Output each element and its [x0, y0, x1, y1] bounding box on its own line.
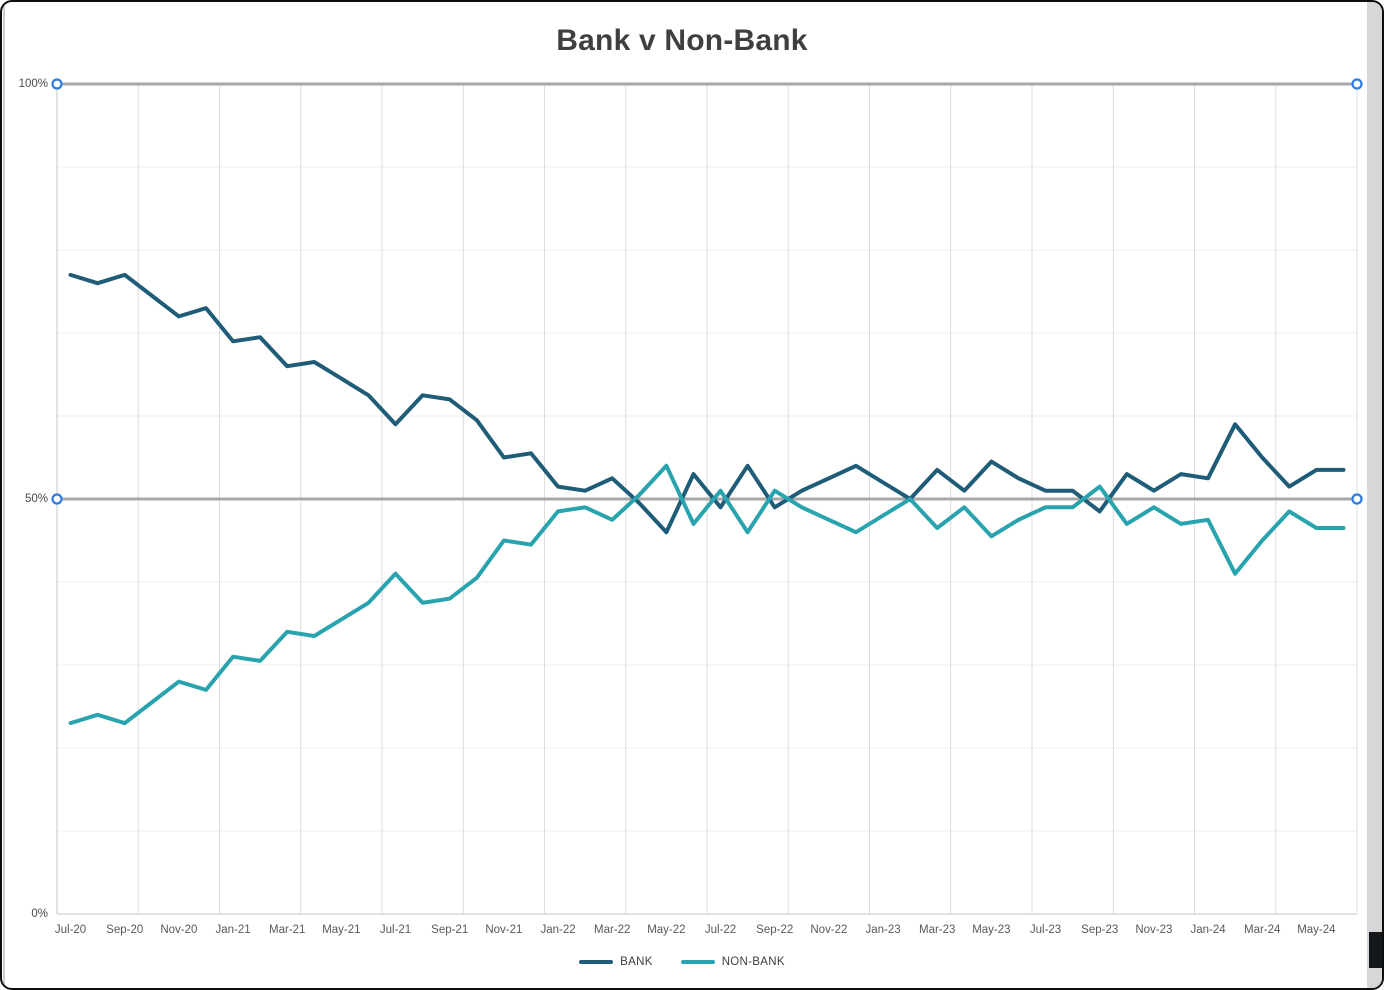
- selection-handle[interactable]: [51, 78, 63, 90]
- x-axis-tick-label: May-24: [1297, 924, 1336, 936]
- window-left-edge: [3, 2, 5, 988]
- x-axis-tick-label: Mar-24: [1243, 924, 1281, 936]
- x-axis-tick-label: May-22: [647, 924, 686, 936]
- x-axis-tick-label: Jan-22: [540, 924, 576, 936]
- x-axis-tick-label: Nov-23: [1135, 924, 1173, 936]
- selection-handle[interactable]: [1351, 493, 1363, 505]
- y-axis-tick-label: 100%: [18, 78, 48, 90]
- selection-handle[interactable]: [1351, 78, 1363, 90]
- nonbank-line-swatch: [680, 960, 715, 964]
- x-axis-tick-label: Jul-23: [1029, 924, 1062, 936]
- chart-title: Bank v Non-Bank: [556, 24, 808, 57]
- x-axis-tick-label: Jan-24: [1190, 924, 1226, 936]
- background-dark-fragment: [1369, 932, 1382, 968]
- x-axis-tick-label: Sep-22: [756, 924, 794, 936]
- x-axis-tick-label: Jan-21: [215, 924, 251, 936]
- x-axis-tick-label: Nov-20: [160, 924, 198, 936]
- bank-series-line[interactable]: [68, 272, 1346, 535]
- x-axis-tick-label: Jul-21: [379, 924, 412, 936]
- y-axis-tick-label: 50%: [24, 493, 48, 505]
- legend-label-nonbank: NON-BANK: [721, 956, 785, 968]
- x-axis-tick-label: May-23: [972, 924, 1011, 936]
- x-axis-tick-label: Mar-21: [268, 924, 306, 936]
- legend-label-bank: BANK: [620, 956, 653, 968]
- x-axis-tick-label: Jul-22: [704, 924, 737, 936]
- legend-item-nonbank[interactable]: NON-BANK: [680, 956, 785, 968]
- chart-legend: BANK NON-BANK: [2, 950, 1362, 974]
- x-axis-tick-label: Sep-23: [1081, 924, 1119, 936]
- selection-handle[interactable]: [51, 493, 63, 505]
- x-axis-tick-label: Mar-22: [593, 924, 631, 936]
- background-right-strip: [1367, 2, 1382, 988]
- x-axis-tick-label: Nov-22: [810, 924, 848, 936]
- x-axis-tick-label: Mar-23: [918, 924, 956, 936]
- x-axis-tick-label: Jan-23: [865, 924, 901, 936]
- x-axis-tick-label: Sep-21: [431, 924, 469, 936]
- legend-item-bank[interactable]: BANK: [579, 956, 653, 968]
- x-axis-tick-label: Sep-20: [106, 924, 144, 936]
- bank-line-swatch: [579, 960, 614, 964]
- x-axis-tick-label: May-21: [322, 924, 361, 936]
- nonbank-series-line[interactable]: [68, 463, 1346, 726]
- x-axis-tick-label: Nov-21: [485, 924, 523, 936]
- x-axis-tick-label: Jul-20: [54, 924, 87, 936]
- y-axis-tick-label: 0%: [31, 908, 48, 920]
